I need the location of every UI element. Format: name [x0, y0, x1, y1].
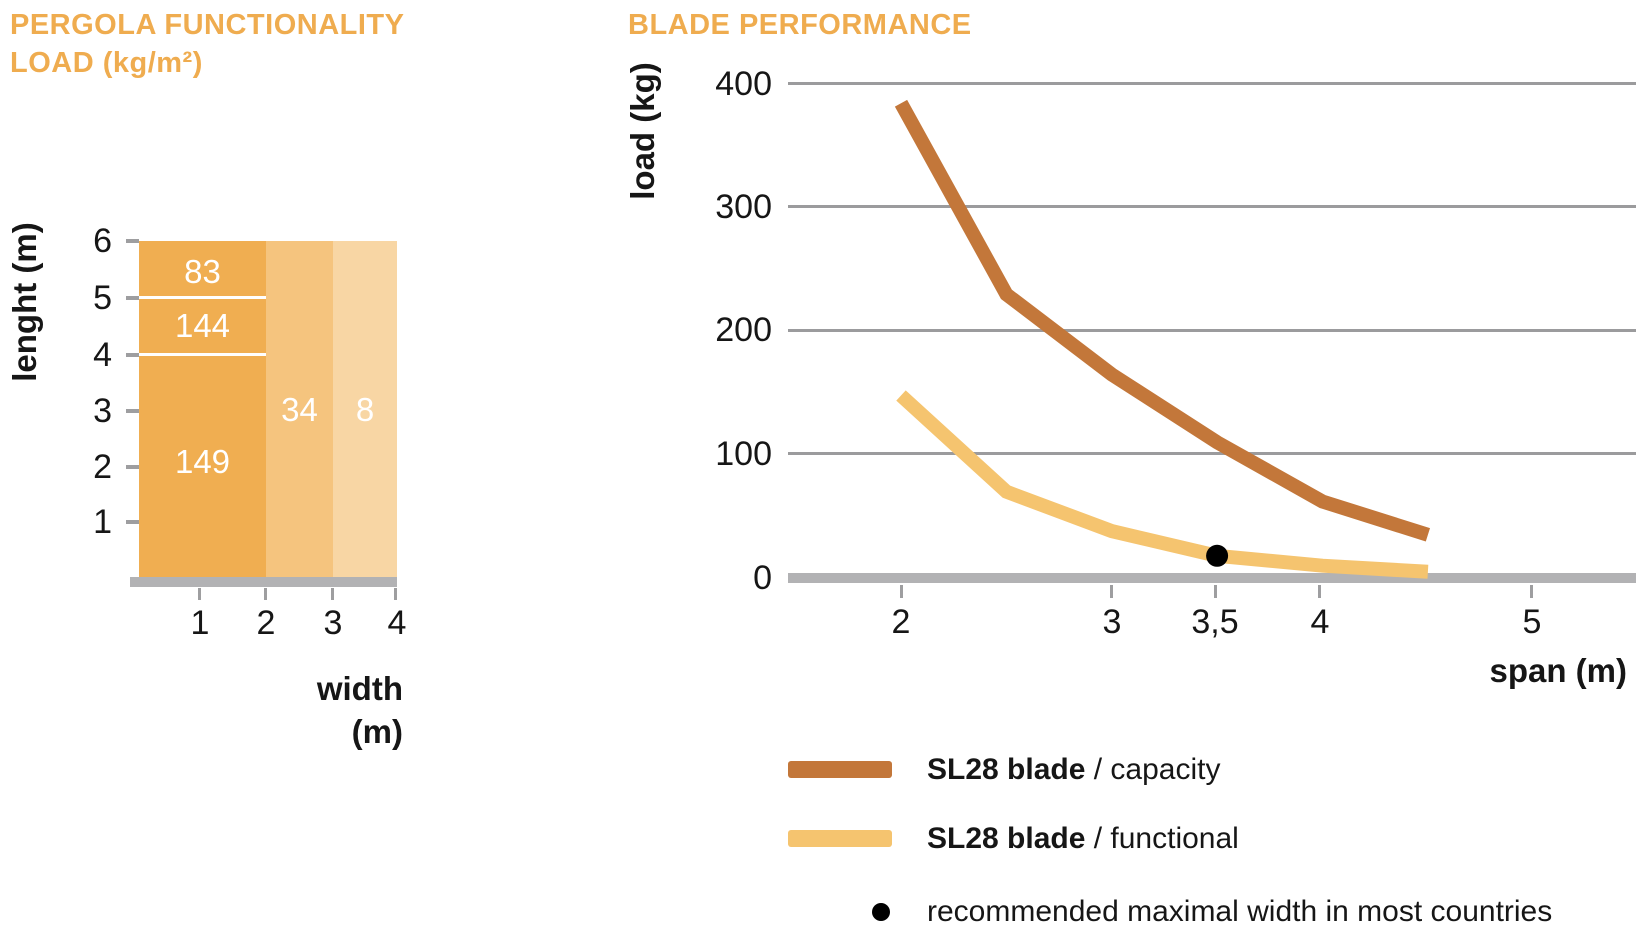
left-x-tick-4: 4 — [387, 604, 407, 642]
capacity-line — [894, 99, 1431, 542]
right-x-tick-3: 3 — [1102, 603, 1122, 641]
load-column-width-2-3 — [266, 241, 333, 578]
left-x-tickmark — [331, 588, 334, 600]
left-y-tickmark — [126, 465, 139, 469]
left-y-tick-2: 2 — [93, 448, 112, 486]
legend-series-variant: / capacity — [1085, 753, 1221, 786]
left-chart-title-line1: PERGOLA FUNCTIONALITY — [10, 9, 405, 41]
legend-label-capacity: SL28 blade / capacity — [927, 752, 1220, 788]
right-y-tick-100: 100 — [715, 435, 772, 473]
max-width-marker — [1206, 544, 1229, 567]
left-y-tickmark — [126, 520, 139, 524]
gridline-400 — [788, 82, 1636, 85]
legend-series-variant: / functional — [1085, 822, 1239, 855]
right-x-tick-5: 5 — [1522, 603, 1542, 641]
right-y-tick-300: 300 — [715, 188, 772, 226]
load-value-149: 149 — [174, 443, 231, 480]
left-y-tick-4: 4 — [93, 336, 112, 374]
right-y-tick-200: 200 — [715, 311, 772, 349]
right-x-tickmark — [1214, 585, 1217, 598]
legend-swatch-capacity — [788, 761, 892, 778]
right-x-tick-4: 4 — [1310, 603, 1330, 641]
right-x-tick-3-5: 3,5 — [1191, 603, 1239, 641]
left-x-axis-line — [130, 577, 397, 587]
load-value-8: 8 — [355, 391, 375, 428]
legend-label-functional: SL28 blade / functional — [927, 821, 1239, 857]
right-x-axis-label: span (m) — [1489, 652, 1627, 689]
segment-divider — [139, 353, 266, 356]
right-x-tickmark — [1110, 585, 1113, 598]
right-y-tick-0: 0 — [753, 559, 772, 597]
left-y-tickmark — [126, 409, 139, 413]
left-y-tickmark — [126, 296, 139, 300]
load-value-83: 83 — [184, 253, 221, 290]
legend-series-name: SL28 blade — [927, 822, 1086, 855]
left-y-tick-5: 5 — [93, 279, 112, 317]
right-x-axis-line — [788, 573, 1636, 583]
left-x-tick-2: 2 — [256, 604, 276, 642]
left-x-tickmark — [198, 588, 201, 600]
load-value-34: 34 — [281, 391, 318, 428]
left-y-tick-3: 3 — [93, 392, 112, 430]
segment-divider — [139, 296, 266, 299]
left-x-axis-label-line2: (m) — [351, 713, 403, 750]
right-chart-title: BLADE PERFORMANCE — [628, 9, 972, 41]
load-value-144: 144 — [174, 307, 231, 344]
legend-label-marker: recommended maximal width in most countr… — [927, 895, 1553, 928]
legend-dot-icon — [872, 903, 890, 921]
left-x-tickmark — [264, 588, 267, 600]
gridline-100 — [788, 452, 1636, 455]
right-y-tick-400: 400 — [715, 65, 772, 103]
right-x-tick-2: 2 — [891, 603, 911, 641]
left-x-tick-1: 1 — [190, 604, 210, 642]
left-x-axis-label: width (m) — [253, 667, 403, 753]
right-x-tickmark — [1530, 585, 1533, 598]
left-x-tick-3: 3 — [323, 604, 343, 642]
legend-series-name: SL28 blade — [927, 753, 1086, 786]
legend-swatch-functional — [788, 830, 892, 847]
left-y-tickmark — [126, 353, 139, 357]
left-x-axis-label-line1: width — [316, 670, 403, 707]
left-y-tick-6: 6 — [93, 222, 112, 260]
right-x-tickmark — [1318, 585, 1321, 598]
left-x-tickmark — [394, 588, 397, 600]
left-y-tickmark — [126, 239, 139, 243]
left-y-tick-1: 1 — [93, 503, 112, 541]
functional-line — [896, 390, 1429, 579]
gridline-200 — [788, 329, 1636, 332]
gridline-300 — [788, 205, 1636, 208]
left-chart-title-line2: LOAD (kg/m²) — [10, 47, 203, 79]
load-column-width-3-4 — [333, 241, 397, 578]
right-x-tickmark — [900, 585, 903, 598]
